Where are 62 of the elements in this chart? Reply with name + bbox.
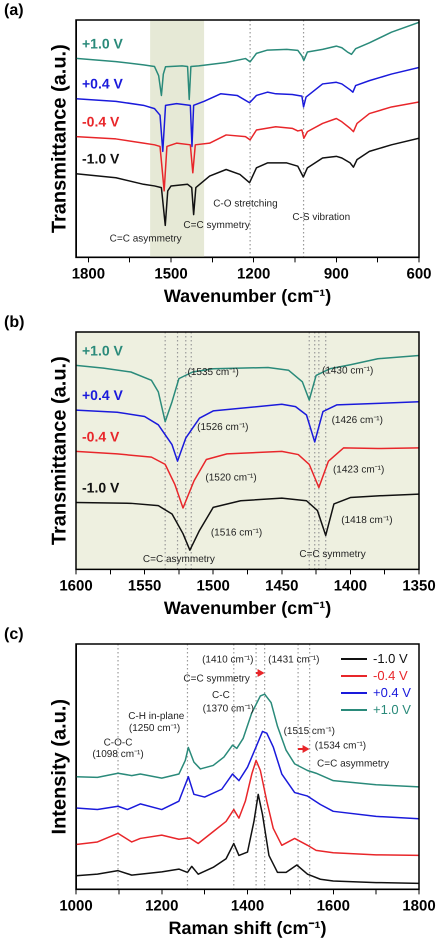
legend-label: -1.0 V bbox=[373, 650, 408, 667]
x-axis-title: Raman shift (cm⁻¹) bbox=[168, 918, 327, 938]
annotation: (1370 cm⁻¹) bbox=[202, 704, 254, 715]
text: (1410 cm⁻¹) bbox=[202, 654, 254, 666]
x-tick-label: 1400 bbox=[334, 578, 368, 595]
annotation: C=C asymmetry bbox=[316, 758, 389, 770]
annotation: C=C symmetry bbox=[299, 548, 366, 560]
y-axis-title: Transmittance (a.u.) bbox=[48, 44, 71, 234]
annotation: C-O stretching bbox=[213, 198, 278, 210]
x-tick-label: 1500 bbox=[196, 578, 230, 595]
series-label: -1.0 V bbox=[82, 479, 120, 496]
series-label: +0.4 V bbox=[82, 76, 124, 92]
annotation: (1098 cm⁻¹) bbox=[92, 748, 144, 760]
series-label: -0.4 V bbox=[82, 114, 120, 130]
series-label: +0.4 V bbox=[82, 387, 124, 404]
series-label: +1.0 V bbox=[82, 35, 124, 52]
chart-title: (a) bbox=[4, 2, 24, 20]
x-tick-label: 900 bbox=[324, 266, 349, 283]
chart-title: (b) bbox=[4, 314, 24, 332]
annotation: C=C symmetry bbox=[183, 220, 250, 231]
x-tick-label: 1200 bbox=[145, 898, 178, 915]
series-label: +1.0 V bbox=[82, 342, 124, 358]
annotation: (1250 cm⁻¹) bbox=[128, 722, 180, 734]
annotation: (1426 cm⁻¹) bbox=[332, 414, 383, 426]
text: (1431 cm⁻¹) bbox=[268, 654, 320, 666]
x-tick-label: 1500 bbox=[154, 266, 188, 283]
annotation: (1418 cm⁻¹) bbox=[341, 515, 393, 526]
annotation: C-S vibration bbox=[292, 212, 350, 224]
x-tick-label: 1000 bbox=[59, 898, 93, 915]
legend-label: +0.4 V bbox=[373, 684, 411, 701]
annotation: C=C asymmetry bbox=[142, 554, 215, 566]
x-axis-title: Wavenumber (cm⁻¹) bbox=[164, 598, 332, 618]
annotation: (1520 cm⁻¹) bbox=[205, 472, 257, 484]
legend-label: -0.4 V bbox=[373, 667, 408, 684]
annotation: (1516 cm⁻¹) bbox=[210, 528, 262, 539]
x-tick-label: 1550 bbox=[128, 578, 162, 595]
x-axis-title: Wavenumber (cm⁻¹) bbox=[164, 286, 332, 306]
annotation: C-H in-plane bbox=[128, 710, 185, 722]
legend-label: +1.0 V bbox=[373, 701, 411, 718]
x-tick-label: 1350 bbox=[402, 578, 436, 595]
x-tick-label: 600 bbox=[406, 266, 432, 283]
x-tick-label: 1800 bbox=[72, 266, 106, 283]
annotation: (1534 cm⁻¹) bbox=[314, 740, 366, 752]
annotation: C-C bbox=[212, 690, 230, 701]
series-label: -1.0 V bbox=[82, 150, 120, 167]
annotation: C-O-C bbox=[104, 738, 132, 749]
annotation: (1515 cm⁻¹) bbox=[284, 726, 335, 738]
x-tick-label: 1200 bbox=[237, 266, 270, 283]
x-tick-label: 1800 bbox=[402, 898, 436, 915]
x-tick-label: 1450 bbox=[265, 578, 298, 595]
annotation: C=C asymmetry bbox=[110, 234, 182, 245]
y-axis-title: Transmittance (a.u.) bbox=[48, 356, 71, 546]
x-tick-label: 1600 bbox=[316, 898, 350, 915]
series-label: -0.4 V bbox=[82, 428, 120, 444]
x-tick-label: 1400 bbox=[230, 898, 264, 915]
x-tick-label: 1600 bbox=[59, 578, 93, 595]
annotation: (1423 cm⁻¹) bbox=[332, 464, 384, 476]
y-axis-title: Intensity (a.u.) bbox=[48, 698, 71, 834]
text: C=C symmetry bbox=[183, 674, 250, 685]
annotation: (1526 cm⁻¹) bbox=[197, 422, 248, 433]
chart-title: (c) bbox=[4, 626, 24, 644]
annotation: (1430 cm⁻¹) bbox=[322, 366, 374, 377]
